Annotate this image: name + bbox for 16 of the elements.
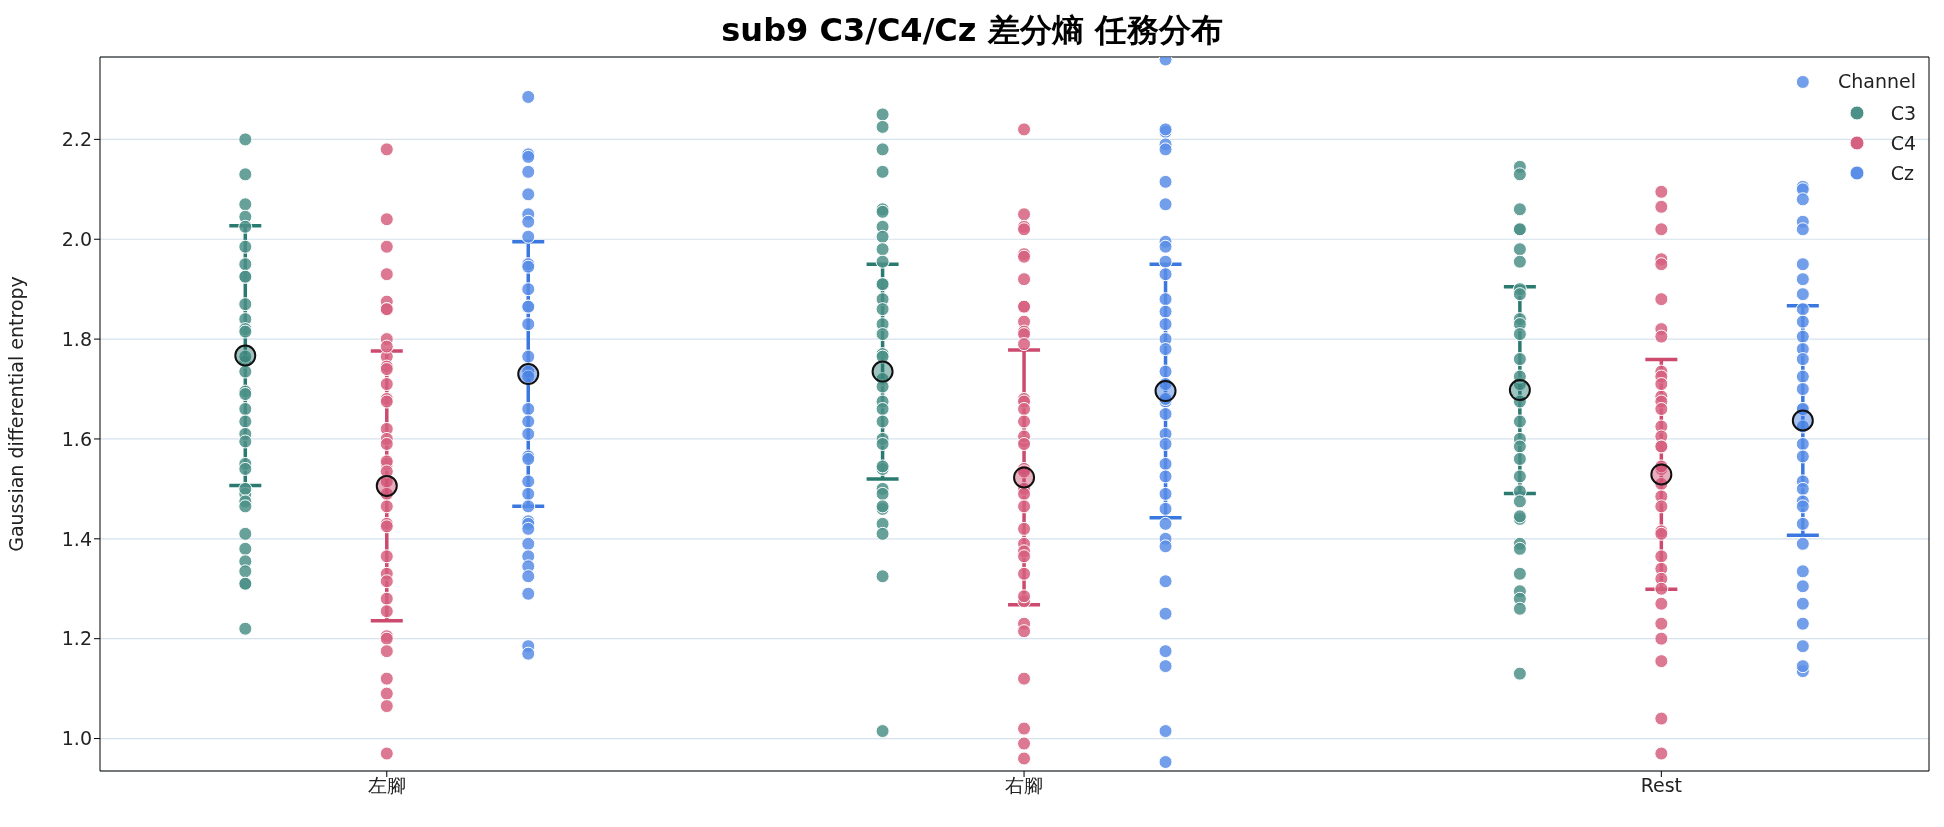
chart-title: sub9 C3/C4/Cz 差分熵 任務分布 bbox=[720, 10, 1224, 51]
x-tick-label: 左腳 bbox=[367, 774, 406, 797]
legend-title: Channel bbox=[1837, 70, 1916, 92]
legend-label: C3 bbox=[1890, 102, 1916, 124]
y-tick-label: 1.2 bbox=[61, 627, 92, 650]
legend-label: Cz bbox=[1890, 162, 1914, 184]
y-tick-label: 2.0 bbox=[61, 227, 92, 250]
y-tick-label: 2.2 bbox=[61, 128, 92, 151]
legend-label: C4 bbox=[1890, 132, 1916, 154]
x-tick-label: Rest bbox=[1640, 774, 1683, 797]
y-tick-label: 1.4 bbox=[61, 527, 92, 550]
y-tick-label: 1.6 bbox=[61, 427, 92, 450]
y-tick-label: 1.0 bbox=[61, 727, 92, 750]
y-axis-title: Gaussian differential entropy bbox=[4, 276, 27, 552]
x-tick-label: 右腳 bbox=[1005, 774, 1044, 797]
y-tick-label: 1.8 bbox=[61, 327, 92, 350]
